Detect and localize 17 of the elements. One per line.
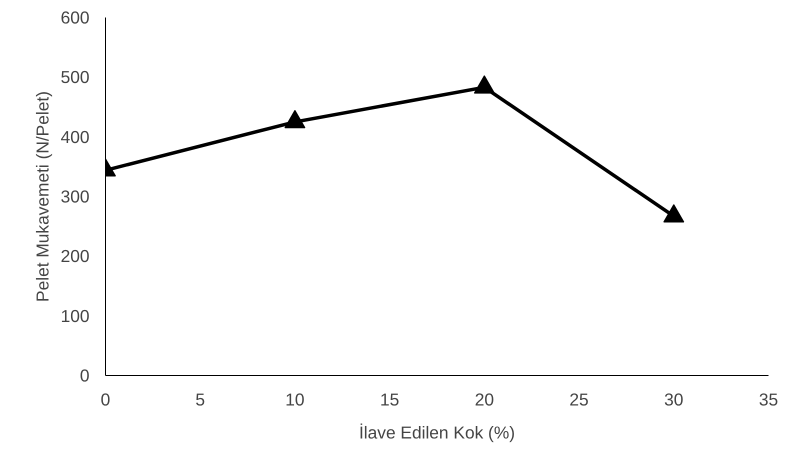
x-tick-label: 20 (474, 390, 494, 410)
x-tick-label: 15 (380, 390, 400, 410)
y-tick-label: 100 (60, 306, 90, 326)
y-tick-label: 300 (60, 186, 90, 206)
x-tick-label: 35 (758, 390, 778, 410)
x-axis-title: İlave Edilen Kok (%) (358, 422, 516, 442)
x-tick-label: 30 (664, 390, 684, 410)
y-tick-label: 200 (60, 246, 90, 266)
x-tick-label: 0 (100, 390, 110, 410)
x-tick-label: 25 (569, 390, 589, 410)
x-tick-label: 10 (285, 390, 305, 410)
y-axis-title: Pelet Mukavemeti (N/Pelet) (32, 91, 53, 302)
y-tick-label: 600 (60, 8, 90, 28)
y-tick-label: 0 (80, 366, 90, 386)
x-tick-label: 5 (195, 390, 206, 410)
y-tick-label: 400 (60, 126, 90, 147)
y-tick-label: 500 (60, 67, 90, 88)
